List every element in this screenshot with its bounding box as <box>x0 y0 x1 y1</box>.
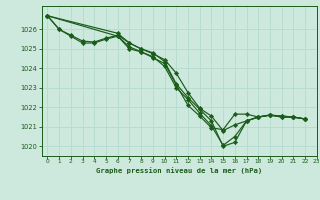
X-axis label: Graphe pression niveau de la mer (hPa): Graphe pression niveau de la mer (hPa) <box>96 167 262 174</box>
